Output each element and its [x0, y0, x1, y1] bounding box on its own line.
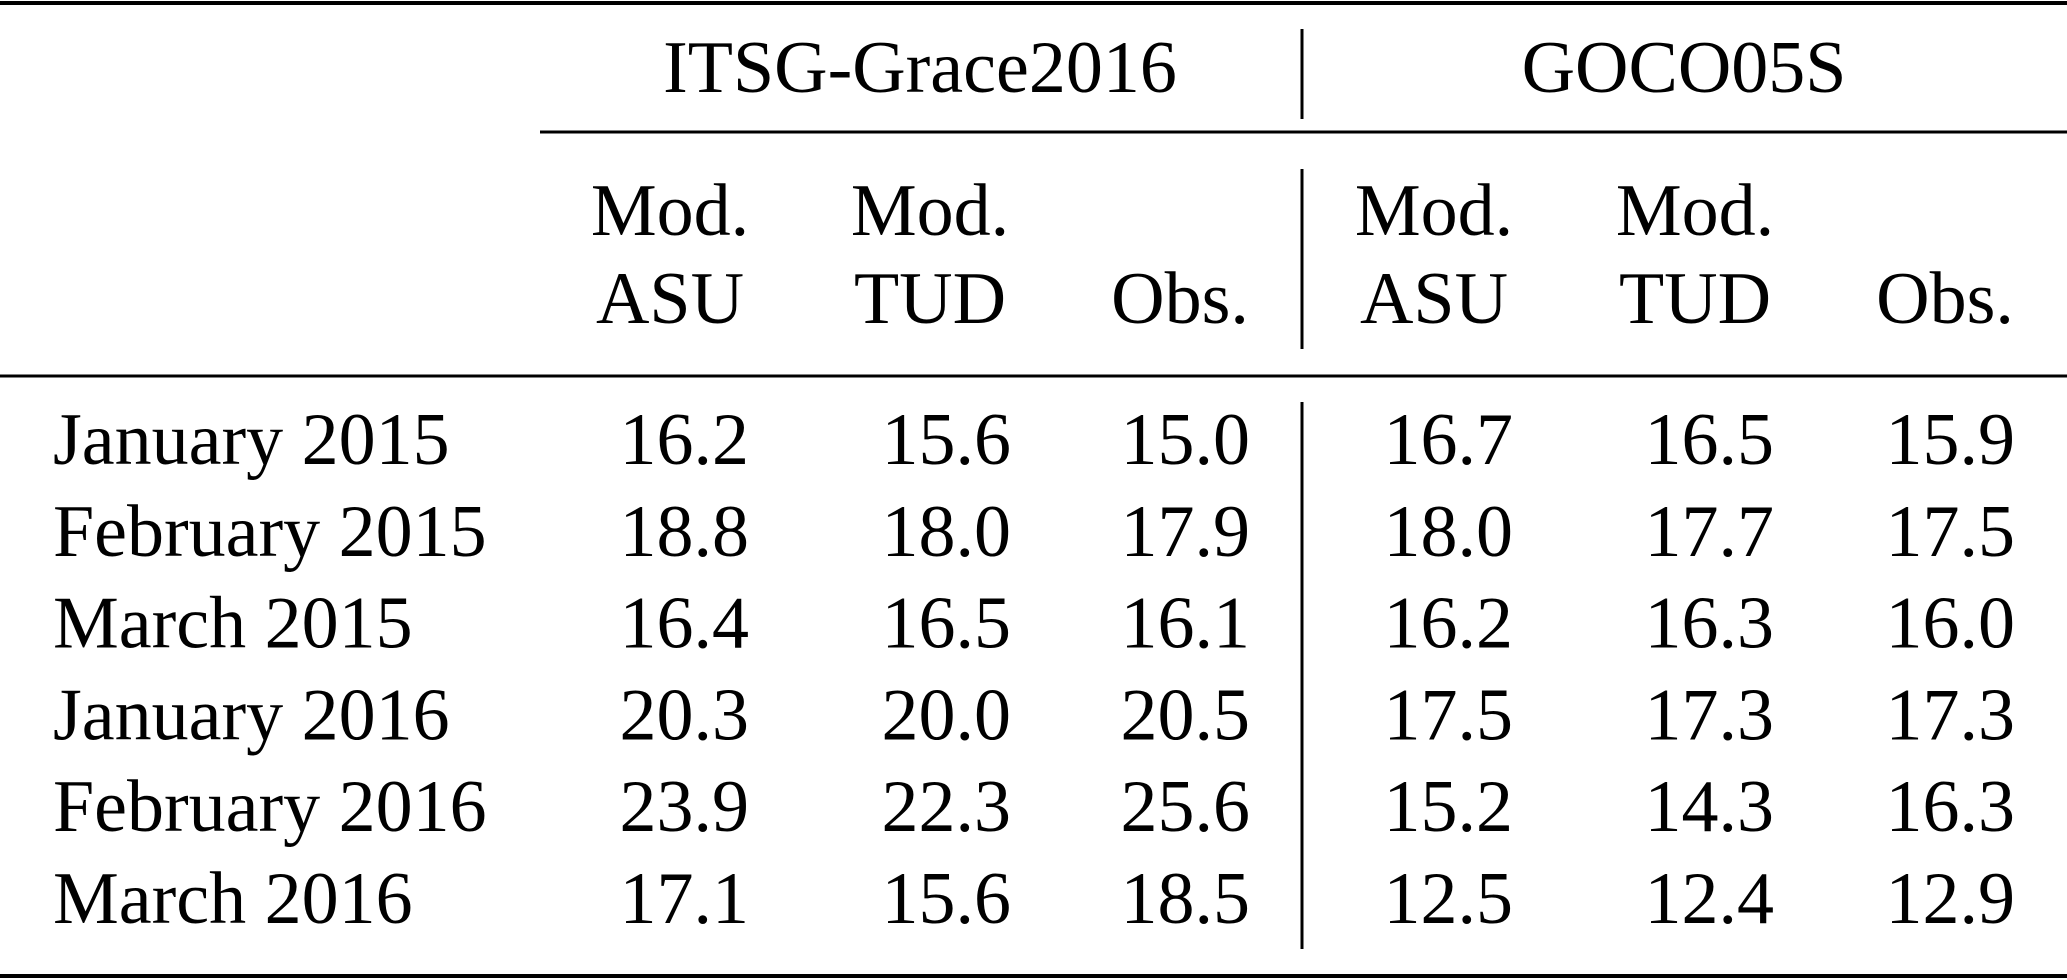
row-label: January 2016	[53, 674, 450, 756]
cell: 20.0	[882, 674, 1012, 756]
column-header: Obs.	[1876, 258, 2014, 340]
cell: 15.6	[882, 858, 1012, 940]
cell: 18.8	[620, 491, 750, 573]
cell: 16.0	[1886, 583, 2016, 665]
cell: 18.5	[1121, 858, 1251, 940]
column-header: Mod.	[591, 170, 749, 252]
cell: 17.5	[1384, 674, 1514, 756]
cell: 15.9	[1886, 399, 2016, 481]
column-header: TUD	[854, 258, 1006, 340]
row-label: March 2015	[53, 583, 413, 665]
cell: 16.7	[1384, 399, 1514, 481]
column-header: Mod.	[1616, 170, 1774, 252]
cell: 18.0	[882, 491, 1012, 573]
column-header: ASU	[596, 258, 744, 340]
group-header: ITSG-Grace2016	[663, 27, 1177, 109]
row-label: February 2015	[53, 491, 487, 573]
cell: 16.2	[1384, 583, 1514, 665]
column-header: Mod.	[851, 170, 1009, 252]
row-label: March 2016	[53, 858, 413, 940]
cell: 20.5	[1121, 674, 1251, 756]
cell: 16.2	[620, 399, 750, 481]
cell: 17.3	[1645, 674, 1775, 756]
cell: 25.6	[1121, 766, 1251, 848]
column-header: Obs.	[1111, 258, 1249, 340]
cell: 17.1	[620, 858, 750, 940]
cell: 23.9	[620, 766, 750, 848]
cell: 12.4	[1645, 858, 1775, 940]
column-header: Mod.	[1355, 170, 1513, 252]
cell: 22.3	[882, 766, 1012, 848]
cell: 17.5	[1886, 491, 2016, 573]
cell: 16.1	[1121, 583, 1251, 665]
cell: 15.6	[882, 399, 1012, 481]
row-label: January 2015	[53, 399, 450, 481]
cell: 16.3	[1645, 583, 1775, 665]
cell: 16.4	[620, 583, 750, 665]
cell: 12.9	[1886, 858, 2016, 940]
column-header: TUD	[1619, 258, 1771, 340]
column-header: ASU	[1360, 258, 1508, 340]
cell: 14.3	[1645, 766, 1775, 848]
cell: 16.5	[1645, 399, 1775, 481]
cell: 17.7	[1645, 491, 1775, 573]
cell: 12.5	[1384, 858, 1514, 940]
cell: 15.2	[1384, 766, 1514, 848]
cell: 18.0	[1384, 491, 1514, 573]
cell: 15.0	[1121, 399, 1251, 481]
cell: 17.3	[1886, 674, 2016, 756]
cell: 17.9	[1121, 491, 1251, 573]
cell: 16.5	[882, 583, 1012, 665]
cell: 20.3	[620, 674, 750, 756]
group-header: GOCO05S	[1522, 27, 1847, 109]
cell: 16.3	[1886, 766, 2016, 848]
row-label: February 2016	[53, 766, 487, 848]
